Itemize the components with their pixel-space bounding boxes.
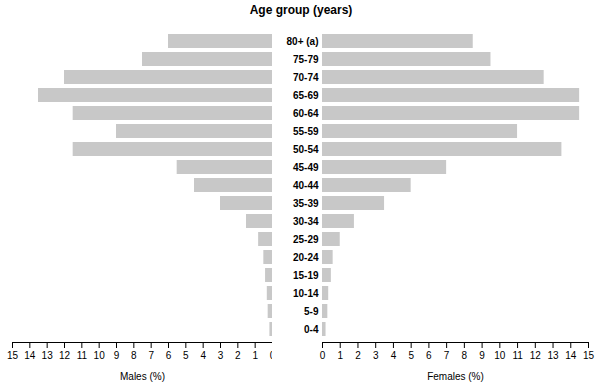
- svg-text:80+ (a): 80+ (a): [287, 36, 319, 47]
- svg-text:6: 6: [166, 350, 172, 361]
- svg-text:4: 4: [391, 350, 397, 361]
- svg-text:13: 13: [42, 350, 54, 361]
- svg-text:55-59: 55-59: [293, 126, 319, 137]
- svg-text:Females (%): Females (%): [427, 371, 484, 382]
- svg-text:45-49: 45-49: [293, 162, 319, 173]
- svg-text:10: 10: [494, 350, 506, 361]
- svg-text:2: 2: [235, 350, 241, 361]
- svg-text:9: 9: [479, 350, 485, 361]
- svg-text:10-14: 10-14: [293, 288, 319, 299]
- svg-text:12: 12: [530, 350, 542, 361]
- svg-text:5-9: 5-9: [304, 306, 319, 317]
- svg-text:15-19: 15-19: [293, 270, 319, 281]
- svg-text:0: 0: [320, 350, 326, 361]
- svg-text:8: 8: [462, 350, 468, 361]
- svg-text:15: 15: [583, 350, 595, 361]
- svg-text:13: 13: [547, 350, 559, 361]
- svg-text:1: 1: [252, 350, 258, 361]
- svg-text:25-29: 25-29: [293, 234, 319, 245]
- svg-text:12: 12: [59, 350, 71, 361]
- svg-text:14: 14: [565, 350, 577, 361]
- svg-text:7: 7: [148, 350, 154, 361]
- svg-text:11: 11: [77, 350, 88, 361]
- svg-text:4: 4: [200, 350, 206, 361]
- svg-text:0-4: 0-4: [304, 324, 319, 335]
- svg-text:30-34: 30-34: [293, 216, 319, 227]
- svg-text:40-44: 40-44: [293, 180, 319, 191]
- svg-text:8: 8: [131, 350, 137, 361]
- svg-text:65-69: 65-69: [293, 90, 319, 101]
- svg-text:2: 2: [355, 350, 361, 361]
- svg-text:5: 5: [183, 350, 189, 361]
- svg-text:11: 11: [512, 350, 523, 361]
- svg-text:7: 7: [444, 350, 450, 361]
- svg-text:10: 10: [94, 350, 106, 361]
- svg-text:5: 5: [408, 350, 414, 361]
- svg-text:35-39: 35-39: [293, 198, 319, 209]
- svg-text:3: 3: [218, 350, 224, 361]
- html-text:Age group (years): Age group (years): [249, 3, 353, 17]
- svg-text:50-54: 50-54: [293, 144, 319, 155]
- svg-text:15: 15: [7, 350, 19, 361]
- svg-text:9: 9: [114, 350, 120, 361]
- svg-text:1: 1: [337, 350, 343, 361]
- svg-text:3: 3: [373, 350, 379, 361]
- svg-text:70-74: 70-74: [293, 72, 319, 83]
- svg-text:75-79: 75-79: [293, 54, 319, 65]
- svg-text:14: 14: [24, 350, 36, 361]
- svg-text:60-64: 60-64: [293, 108, 319, 119]
- svg-text:20-24: 20-24: [293, 252, 319, 263]
- svg-text:6: 6: [426, 350, 432, 361]
- svg-text:Males (%): Males (%): [120, 371, 165, 382]
